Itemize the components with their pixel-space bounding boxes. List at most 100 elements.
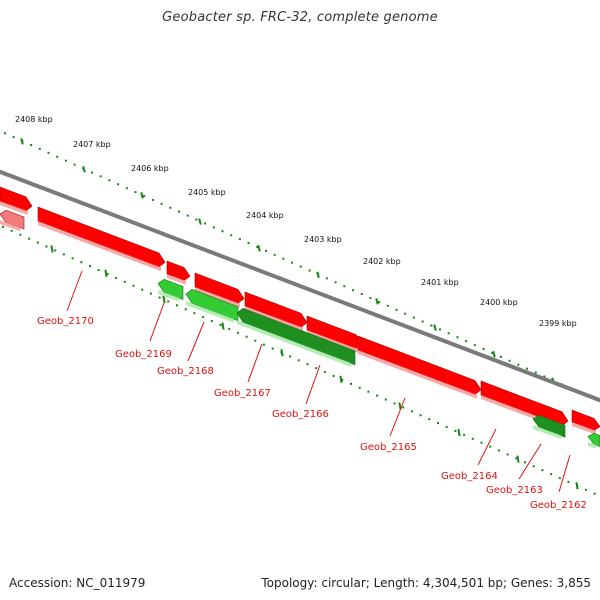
gene-shadow xyxy=(533,425,561,440)
map-title: Geobacter sp. FRC-32, complete genome xyxy=(162,10,438,25)
scale-dot xyxy=(352,289,354,292)
gene-label: Geob_2167 xyxy=(214,388,271,399)
inner-dot xyxy=(376,394,379,397)
gene-label-line xyxy=(305,364,321,405)
gene-label: Geob_2165 xyxy=(360,442,417,453)
inner-dot xyxy=(437,422,439,425)
inner-dot xyxy=(410,410,413,413)
inner-dot xyxy=(80,261,83,264)
gene-label: Geob_2169 xyxy=(115,349,172,360)
inner-dot xyxy=(341,378,344,381)
inner-dot xyxy=(62,253,65,256)
scale-dot xyxy=(412,316,415,319)
scale-tick xyxy=(198,218,202,225)
inner-dot xyxy=(158,296,161,299)
scale-label: 2407 kbp xyxy=(73,140,111,149)
scale-dot xyxy=(108,179,111,182)
inner-dot xyxy=(184,308,187,311)
inner-dot xyxy=(106,272,109,275)
reverse-gene-arrow xyxy=(587,432,600,447)
inner-dot xyxy=(463,433,466,436)
scale-dot xyxy=(30,143,33,146)
inner-dot xyxy=(193,312,196,315)
inner-dot xyxy=(289,355,292,358)
gene-label-line xyxy=(477,428,497,466)
scale-dot xyxy=(343,285,346,288)
scale-dot xyxy=(378,300,381,303)
gene-shadow xyxy=(195,287,240,308)
scale-dot xyxy=(221,230,224,233)
inner-dot xyxy=(97,269,100,272)
scale-label: 2399 kbp xyxy=(539,319,577,328)
inner-dot xyxy=(245,335,248,338)
scale-dot xyxy=(125,187,128,190)
inner-dot xyxy=(36,241,39,244)
inner-dot xyxy=(149,292,152,295)
gene-shapes xyxy=(0,186,600,449)
inner-dot xyxy=(219,323,222,326)
inner-dot xyxy=(367,390,370,393)
gene-label: Geob_2170 xyxy=(37,316,94,327)
scale-dot xyxy=(369,296,372,299)
inner-tick xyxy=(162,295,166,304)
inner-dot xyxy=(167,300,170,303)
scale-label: 2408 kbp xyxy=(15,115,53,124)
inner-dot xyxy=(393,402,396,405)
scale-dot xyxy=(421,320,424,323)
scale-dot xyxy=(64,159,67,162)
inner-dot xyxy=(54,249,57,252)
scale-dot xyxy=(195,218,198,221)
scale-dot xyxy=(499,355,502,358)
scale-dot xyxy=(73,163,76,166)
forward-gene-arrow xyxy=(244,291,308,328)
scale-dot xyxy=(395,308,398,311)
inner-tick xyxy=(221,322,225,330)
accession-text: Accession: NC_011979 xyxy=(9,576,146,590)
scale-dot xyxy=(117,183,120,186)
scale-dot xyxy=(265,249,267,252)
inner-dot xyxy=(176,304,178,307)
inner-tick xyxy=(104,269,108,277)
gene-label: Geob_2168 xyxy=(157,366,214,377)
inner-tick xyxy=(398,402,402,410)
scale-dot xyxy=(238,238,241,241)
gene-label: Geob_2163 xyxy=(486,485,543,496)
scale-dot xyxy=(91,171,93,174)
inner-dot xyxy=(28,237,31,240)
inner-tick xyxy=(457,428,461,437)
gene-shadow xyxy=(237,320,351,367)
inner-dot xyxy=(254,339,257,342)
gene-label: Geob_2164 xyxy=(441,471,498,482)
inner-dot xyxy=(89,265,91,268)
topology-text: Topology: circular; Length: 4,304,501 bp… xyxy=(261,576,591,590)
inner-dot xyxy=(524,461,526,464)
inner-dot xyxy=(297,359,300,362)
inner-dot xyxy=(550,473,553,476)
inner-dot xyxy=(506,453,509,456)
inner-dot xyxy=(454,429,457,432)
inner-dot xyxy=(315,367,318,370)
forward-gene-arrow xyxy=(0,186,33,212)
inner-dot xyxy=(593,492,596,495)
inner-dot xyxy=(428,418,431,421)
scale-dot xyxy=(178,210,180,213)
scale-tick xyxy=(433,324,437,331)
inner-dot xyxy=(567,480,570,483)
inner-dot xyxy=(71,257,74,260)
inner-tick xyxy=(339,375,343,383)
gene-shadow xyxy=(0,201,28,216)
forward-gene-arrow xyxy=(480,380,569,427)
inner-dot xyxy=(19,233,22,236)
forward-gene-arrow xyxy=(357,335,482,395)
inner-dot xyxy=(210,320,213,323)
gene-label-line xyxy=(187,321,205,362)
inner-dot xyxy=(228,327,231,330)
inner-dot xyxy=(532,465,535,468)
inner-dot xyxy=(489,445,492,448)
inner-dot xyxy=(306,363,309,366)
scale-dot xyxy=(151,198,154,201)
inner-dot xyxy=(402,406,405,409)
scale-label: 2403 kbp xyxy=(304,235,342,244)
inner-dot xyxy=(332,375,335,378)
